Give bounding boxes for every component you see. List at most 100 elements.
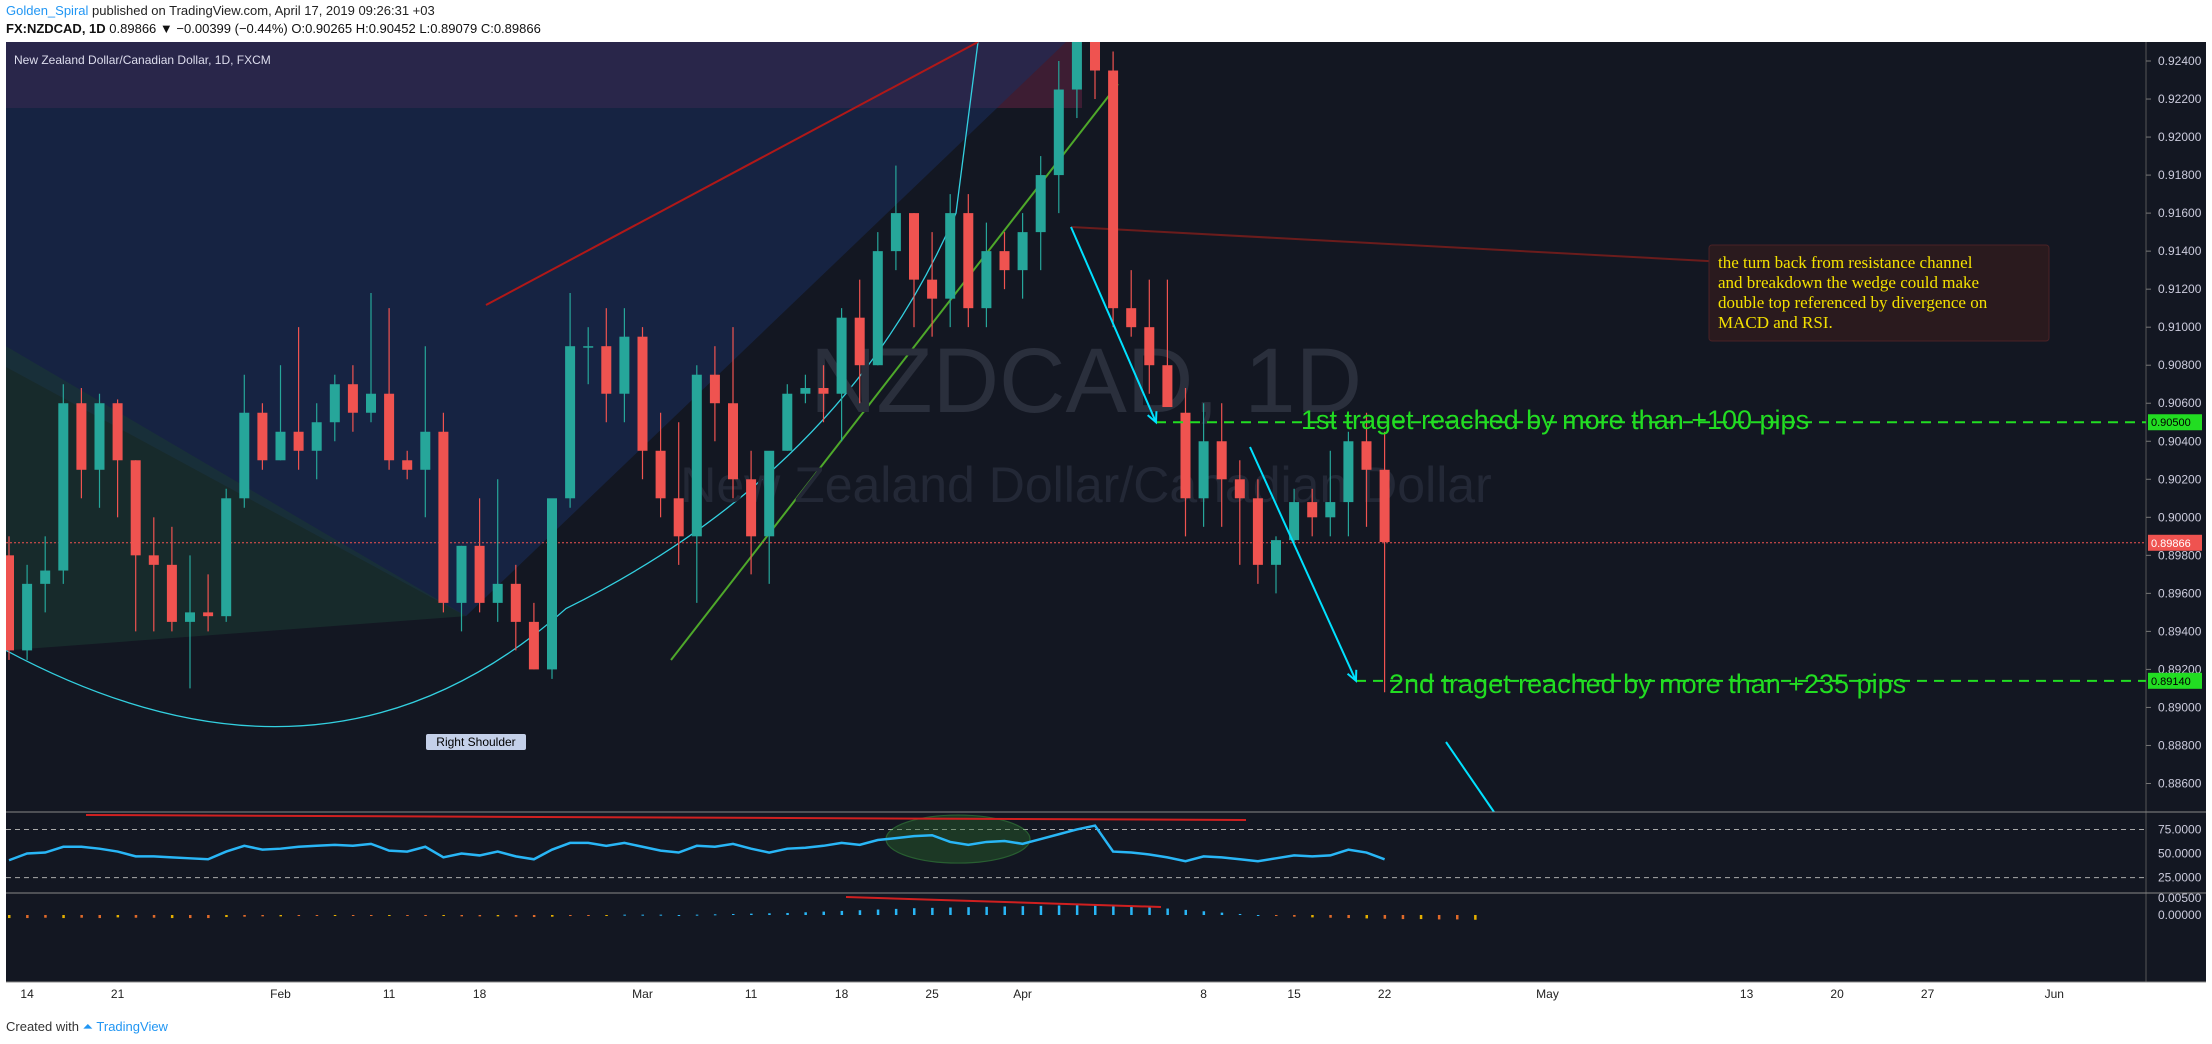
last-price: 0.89866 — [109, 21, 157, 36]
candle-body — [782, 393, 793, 451]
price-tick-label: 0.92000 — [2158, 130, 2202, 144]
macd-bar — [1202, 911, 1206, 915]
macd-bar — [26, 915, 29, 919]
candle-body — [945, 213, 956, 299]
projection-arrow-1-head — [1147, 411, 1158, 425]
macd-bar — [822, 911, 825, 915]
candle-body — [1144, 327, 1155, 366]
macd-bar — [388, 915, 391, 916]
macd-bar — [1419, 915, 1423, 920]
macd-bar — [587, 915, 590, 916]
macd-bar — [98, 915, 101, 919]
candle-body — [311, 422, 322, 451]
candle-body — [1216, 441, 1227, 480]
candle-body — [329, 384, 340, 423]
macd-bar — [858, 910, 862, 915]
note-text-line: the turn back from resistance channel — [1718, 253, 1973, 272]
candle-body — [1343, 441, 1354, 503]
macd-bar — [279, 915, 282, 917]
note-text-line: MACD and RSI. — [1718, 313, 1833, 332]
price-chart[interactable]: NZDCAD, 1D New Zealand Dollar/Canadian Do… — [6, 42, 2206, 1012]
time-tick-label: Jun — [2045, 987, 2064, 1001]
macd-bar — [605, 915, 608, 916]
price-tick-label: 0.89000 — [2158, 700, 2202, 714]
price-tick-label: 0.88600 — [2158, 776, 2202, 790]
candle-body — [420, 431, 431, 470]
candle-body — [583, 346, 594, 348]
candle-body — [76, 403, 87, 470]
price-tick-label: 0.90000 — [2158, 510, 2202, 524]
candle-body — [257, 412, 268, 461]
candle-body — [673, 498, 684, 537]
price-tick-label: 0.91400 — [2158, 244, 2202, 258]
candle-body — [1289, 502, 1300, 541]
candle-body — [221, 498, 232, 617]
low-value: 0.89079 — [430, 21, 478, 36]
macd-bar — [243, 915, 246, 917]
macd-bar — [931, 907, 934, 915]
macd-bar — [424, 915, 427, 916]
candle-body — [492, 583, 503, 603]
macd-bar — [460, 915, 463, 917]
wedge-area — [6, 42, 1066, 617]
candle-body — [1126, 308, 1137, 328]
rsi-tick-label: 25.0000 — [2158, 871, 2202, 885]
macd-bar — [1057, 905, 1061, 915]
macd-bar — [659, 914, 663, 916]
time-tick-label: 11 — [383, 987, 396, 1001]
tradingview-link[interactable]: TradingView — [96, 1019, 168, 1034]
macd-bar — [116, 915, 120, 918]
macd-bar — [1365, 915, 1368, 919]
macd-bar — [949, 907, 952, 915]
candle-body — [890, 213, 901, 252]
macd-bar — [1039, 905, 1043, 915]
publish-info: Golden_Spiral published on TradingView.c… — [6, 2, 435, 19]
candle-body — [438, 431, 449, 603]
macd-bar — [496, 915, 500, 917]
rsi-divergence-line — [85, 814, 1247, 821]
macd-bar — [1383, 915, 1387, 919]
candle-body — [528, 621, 539, 670]
shoulder-label-bg — [426, 734, 526, 750]
watermark-line1: NZDCAD, 1D — [810, 330, 1362, 432]
price-tick-label: 0.91800 — [2158, 168, 2202, 182]
candle-body — [40, 570, 51, 584]
candle-body — [366, 393, 376, 413]
macd-bar — [894, 908, 898, 915]
macd-bar — [532, 915, 536, 918]
macd-bar — [406, 915, 409, 916]
macd-bar — [62, 915, 65, 919]
tradingview-logo-icon: ⏶ — [82, 1019, 94, 1034]
macd-bar — [80, 915, 83, 918]
time-tick-label: 22 — [1378, 987, 1392, 1001]
macd-bar — [134, 915, 138, 918]
candle-body — [384, 393, 395, 461]
projection-arrow-2 — [1249, 446, 1357, 682]
macd-bar — [333, 915, 337, 916]
note-connector — [1070, 226, 1727, 263]
macd-bar — [8, 915, 11, 919]
symbol-name: FX:NZDCAD, 1D — [6, 21, 106, 36]
time-tick-label: 21 — [111, 987, 125, 1001]
macd-bar — [1112, 905, 1115, 915]
candle-body — [909, 213, 919, 280]
publisher-link[interactable]: Golden_Spiral — [6, 3, 89, 18]
note-box — [1708, 244, 2050, 342]
macd-bar — [985, 906, 988, 915]
macd-bar — [478, 915, 482, 917]
published-text: published on TradingView.com, April 17, … — [92, 3, 435, 18]
candle-body — [963, 213, 974, 309]
time-tick-label: 18 — [835, 987, 849, 1001]
macd-bar — [786, 912, 789, 915]
price-tick-label: 0.91000 — [2158, 320, 2202, 334]
time-tick-label: 13 — [1740, 987, 1754, 1001]
projection-arrow-1 — [1070, 226, 1157, 423]
price-tick-label: 0.90200 — [2158, 472, 2202, 486]
candle-body — [112, 403, 123, 461]
price-tick-label: 0.88800 — [2158, 738, 2202, 752]
macd-bar — [1401, 915, 1405, 920]
macd-bar — [207, 915, 210, 919]
candle-body — [746, 479, 757, 537]
candle-body — [1180, 412, 1191, 499]
macd-bar — [1329, 915, 1332, 918]
